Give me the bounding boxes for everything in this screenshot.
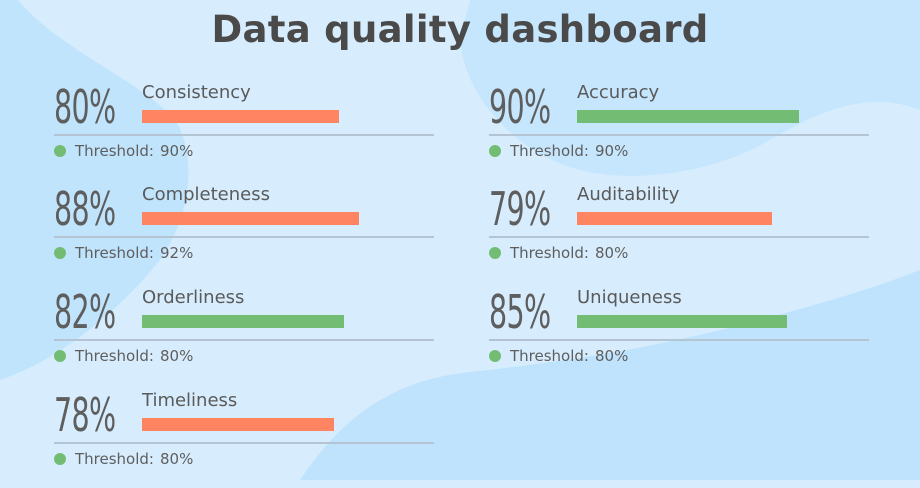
- score-bar: [142, 212, 359, 225]
- divider: [54, 442, 434, 444]
- metric-value: 78%: [54, 388, 116, 442]
- threshold-dot-icon: [54, 247, 66, 259]
- threshold-dot-icon: [489, 145, 501, 157]
- threshold-row: Threshold: 80%: [489, 346, 628, 366]
- threshold-value: 80%: [159, 450, 194, 468]
- metric-label: Accuracy: [577, 82, 660, 103]
- threshold-row: Threshold: 90%: [489, 141, 628, 161]
- metric-label: Uniqueness: [577, 287, 682, 308]
- threshold-value: 90%: [594, 142, 629, 160]
- threshold-label: Threshold:: [75, 347, 154, 365]
- bar-track: [142, 110, 388, 123]
- divider: [489, 134, 869, 136]
- metric-label: Timeliness: [142, 390, 238, 411]
- score-bar: [577, 212, 772, 225]
- bar-track: [142, 418, 388, 431]
- score-bar: [142, 418, 334, 431]
- metric-timeliness: 78% Timeliness Threshold: 80%: [54, 388, 434, 488]
- divider: [54, 339, 434, 341]
- divider: [489, 236, 869, 238]
- bar-track: [577, 212, 823, 225]
- threshold-value: 80%: [594, 244, 629, 262]
- threshold-dot-icon: [489, 247, 501, 259]
- bar-track: [142, 212, 388, 225]
- metric-accuracy: 90% Accuracy Threshold: 90%: [489, 80, 869, 180]
- threshold-label: Threshold:: [75, 244, 154, 262]
- metric-consistency: 80% Consistency Threshold: 90%: [54, 80, 434, 180]
- metric-value: 82%: [54, 285, 116, 339]
- threshold-row: Threshold: 80%: [54, 449, 193, 469]
- page-title: Data quality dashboard: [211, 8, 709, 51]
- threshold-label: Threshold:: [510, 244, 589, 262]
- metric-value: 90%: [489, 80, 551, 134]
- metric-value: 80%: [54, 80, 116, 134]
- threshold-dot-icon: [54, 453, 66, 465]
- metric-orderliness: 82% Orderliness Threshold: 80%: [54, 285, 434, 385]
- threshold-label: Threshold:: [75, 450, 154, 468]
- threshold-label: Threshold:: [510, 142, 589, 160]
- bar-track: [142, 315, 388, 328]
- metric-label: Auditability: [577, 184, 680, 205]
- metric-label: Completeness: [142, 184, 270, 205]
- threshold-label: Threshold:: [75, 142, 154, 160]
- threshold-value: 92%: [159, 244, 194, 262]
- threshold-label: Threshold:: [510, 347, 589, 365]
- metric-value: 88%: [54, 182, 116, 236]
- metric-auditability: 79% Auditability Threshold: 80%: [489, 182, 869, 282]
- threshold-dot-icon: [489, 350, 501, 362]
- divider: [54, 134, 434, 136]
- threshold-value: 80%: [594, 347, 629, 365]
- divider: [54, 236, 434, 238]
- metric-completeness: 88% Completeness Threshold: 92%: [54, 182, 434, 282]
- threshold-value: 80%: [159, 347, 194, 365]
- metric-value: 85%: [489, 285, 551, 339]
- threshold-row: Threshold: 80%: [54, 346, 193, 366]
- threshold-row: Threshold: 90%: [54, 141, 193, 161]
- metric-label: Consistency: [142, 82, 251, 103]
- threshold-value: 90%: [159, 142, 194, 160]
- bar-track: [577, 315, 823, 328]
- threshold-row: Threshold: 80%: [489, 243, 628, 263]
- divider: [489, 339, 869, 341]
- bar-track: [577, 110, 823, 123]
- score-bar: [577, 315, 787, 328]
- threshold-dot-icon: [54, 350, 66, 362]
- metric-label: Orderliness: [142, 287, 245, 308]
- score-bar: [142, 110, 339, 123]
- metric-uniqueness: 85% Uniqueness Threshold: 80%: [489, 285, 869, 385]
- score-bar: [577, 110, 799, 123]
- threshold-dot-icon: [54, 145, 66, 157]
- score-bar: [142, 315, 344, 328]
- threshold-row: Threshold: 92%: [54, 243, 193, 263]
- metric-value: 79%: [489, 182, 551, 236]
